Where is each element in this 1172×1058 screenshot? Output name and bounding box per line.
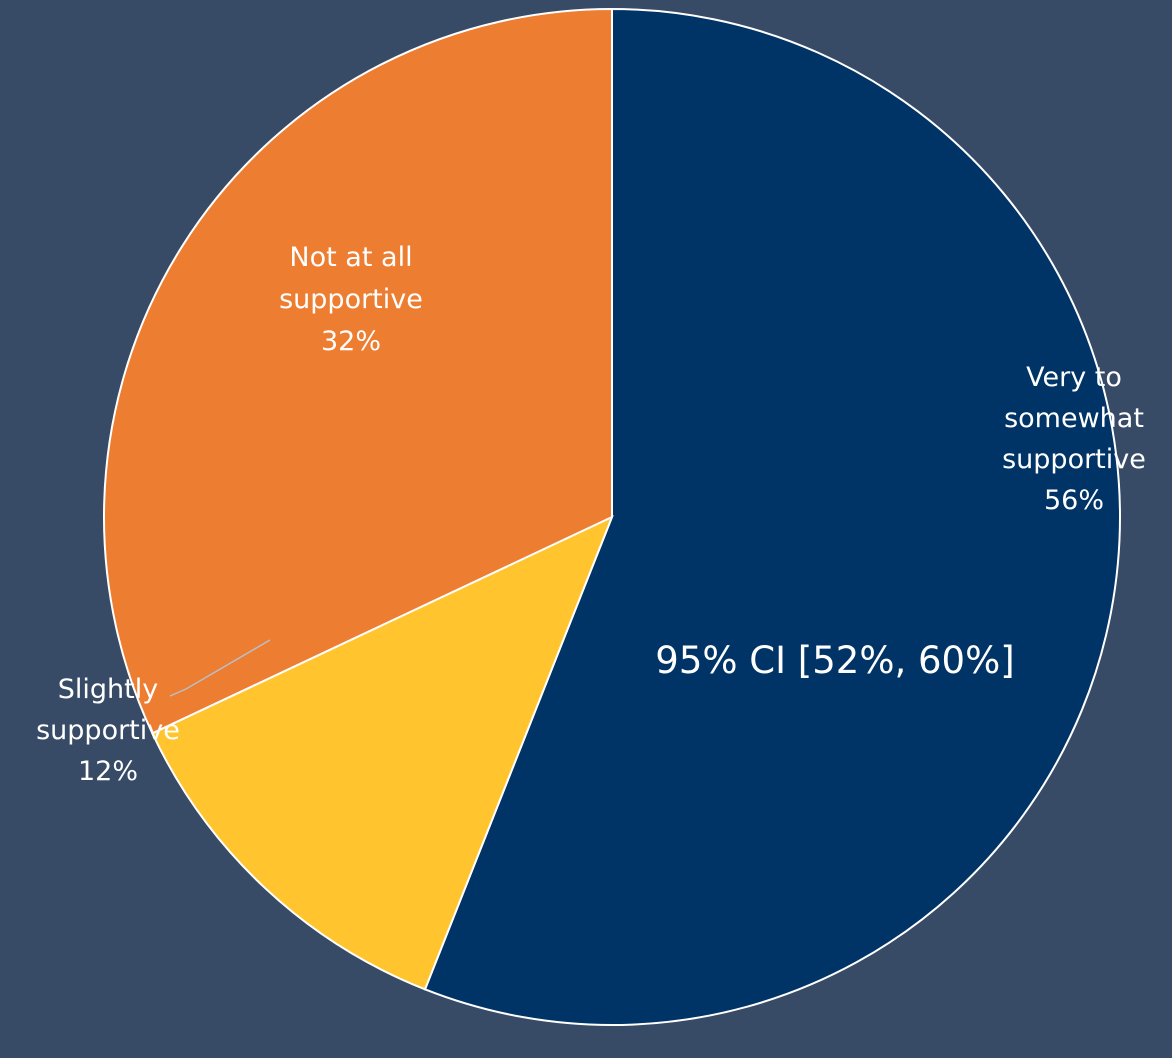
- pie-slice-3: [103, 7, 613, 735]
- slice-label-3: Not at all supportive 32%: [279, 242, 423, 357]
- leader-line-2: [169, 639, 271, 697]
- labels-group: Very to somewhat supportive 56% Slightly supp…: [36, 242, 1146, 787]
- confidence-interval-annotation: 95% CI [52%, 60%]: [655, 639, 1014, 682]
- pie-slice-2: [151, 515, 614, 991]
- pie-slice-1: [423, 7, 1121, 1026]
- slice-label-1: Very to somewhat supportive 56%: [1002, 362, 1146, 516]
- slices-group: [103, 7, 1121, 1026]
- slice-label-2: Slightly supportive 12%: [36, 674, 180, 787]
